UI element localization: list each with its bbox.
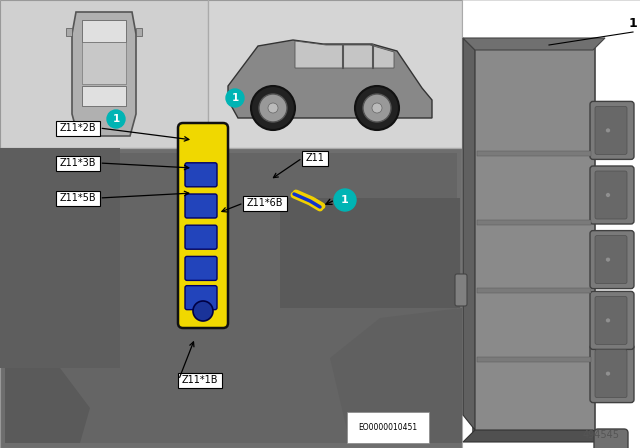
Bar [477, 288, 591, 293]
FancyBboxPatch shape [185, 256, 217, 280]
Circle shape [355, 86, 399, 130]
Circle shape [363, 94, 391, 122]
FancyBboxPatch shape [185, 225, 217, 249]
Circle shape [605, 318, 611, 323]
Bar [477, 151, 591, 156]
Text: Z11: Z11 [305, 153, 324, 163]
FancyBboxPatch shape [595, 236, 627, 284]
FancyBboxPatch shape [56, 121, 100, 135]
FancyBboxPatch shape [185, 286, 217, 310]
Polygon shape [463, 38, 475, 430]
Circle shape [372, 103, 382, 113]
Bar [208, 0, 462, 148]
Circle shape [605, 371, 611, 376]
Text: Z11*6B: Z11*6B [247, 198, 284, 208]
Polygon shape [463, 38, 605, 50]
FancyBboxPatch shape [590, 101, 634, 159]
Circle shape [259, 94, 287, 122]
Circle shape [193, 301, 213, 321]
Polygon shape [5, 158, 90, 228]
Bar [136, 28, 142, 36]
FancyBboxPatch shape [595, 349, 627, 398]
Bar [462, 0, 640, 448]
Bar [477, 357, 591, 362]
Text: 1: 1 [232, 93, 239, 103]
Text: 1: 1 [341, 195, 349, 205]
Text: Z11*5B: Z11*5B [60, 193, 96, 203]
Circle shape [226, 89, 244, 107]
Bar [0, 0, 208, 148]
FancyBboxPatch shape [302, 151, 328, 165]
Polygon shape [228, 40, 432, 118]
FancyBboxPatch shape [243, 195, 287, 211]
Text: Z11*3B: Z11*3B [60, 158, 96, 168]
Text: 1: 1 [113, 114, 120, 124]
FancyBboxPatch shape [595, 297, 627, 345]
FancyBboxPatch shape [590, 166, 634, 224]
Circle shape [251, 86, 295, 130]
FancyBboxPatch shape [185, 163, 217, 187]
Circle shape [605, 257, 611, 262]
Polygon shape [72, 12, 136, 136]
Text: Z11*1B: Z11*1B [182, 375, 218, 385]
Bar [0, 148, 120, 368]
Circle shape [605, 193, 611, 198]
FancyBboxPatch shape [178, 372, 222, 388]
FancyBboxPatch shape [56, 190, 100, 206]
FancyBboxPatch shape [178, 123, 228, 328]
Polygon shape [5, 328, 90, 443]
Bar [82, 20, 126, 42]
FancyBboxPatch shape [590, 291, 634, 349]
FancyBboxPatch shape [595, 171, 627, 219]
Circle shape [268, 103, 278, 113]
Polygon shape [295, 41, 394, 68]
Text: EO0000010451: EO0000010451 [358, 423, 417, 432]
FancyBboxPatch shape [594, 429, 628, 448]
Bar [477, 220, 591, 225]
Polygon shape [330, 308, 462, 443]
FancyBboxPatch shape [455, 274, 467, 306]
Circle shape [107, 110, 125, 128]
Text: Z11*2B: Z11*2B [60, 123, 96, 133]
Text: 1: 1 [628, 17, 637, 30]
Circle shape [334, 189, 356, 211]
Bar [280, 198, 460, 308]
FancyBboxPatch shape [56, 155, 100, 171]
Text: 494545: 494545 [583, 430, 620, 440]
FancyBboxPatch shape [185, 194, 217, 218]
FancyBboxPatch shape [590, 345, 634, 403]
FancyBboxPatch shape [595, 107, 627, 155]
Bar [82, 86, 126, 106]
Bar [82, 42, 126, 84]
Bar [0, 148, 462, 448]
Bar [5, 153, 457, 443]
Circle shape [605, 128, 611, 133]
Bar [66, 28, 72, 36]
Polygon shape [463, 430, 605, 442]
FancyBboxPatch shape [590, 231, 634, 289]
FancyBboxPatch shape [473, 48, 595, 432]
